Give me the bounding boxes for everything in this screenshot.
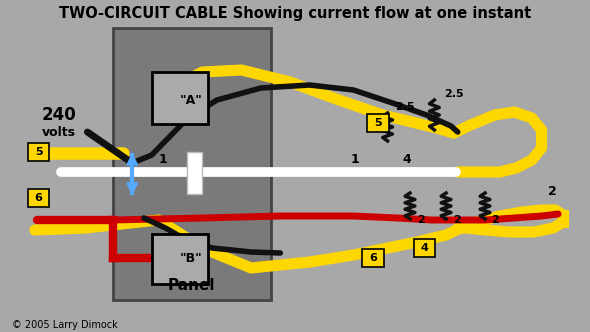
Bar <box>187 152 202 194</box>
Text: 2.5: 2.5 <box>444 89 464 99</box>
Bar <box>367 114 389 132</box>
Bar <box>28 143 50 161</box>
Text: 6: 6 <box>35 193 42 203</box>
Bar <box>28 189 50 207</box>
Text: TWO-CIRCUIT CABLE Showing current flow at one instant: TWO-CIRCUIT CABLE Showing current flow a… <box>59 6 531 21</box>
Text: 1: 1 <box>159 153 168 166</box>
Text: "A": "A" <box>179 94 202 107</box>
Text: 5: 5 <box>35 147 42 157</box>
Text: 2: 2 <box>417 215 425 225</box>
Text: 1: 1 <box>350 153 359 166</box>
Text: 6: 6 <box>369 253 377 263</box>
Bar <box>362 249 384 267</box>
Text: 2: 2 <box>548 185 557 198</box>
Text: 2: 2 <box>491 215 499 225</box>
Text: 4: 4 <box>421 243 428 253</box>
Text: 2: 2 <box>453 215 461 225</box>
Bar <box>152 72 208 124</box>
Text: 2.5: 2.5 <box>395 102 415 112</box>
Bar <box>414 239 435 257</box>
Text: 240: 240 <box>42 106 76 124</box>
Bar <box>152 234 208 284</box>
Text: volts: volts <box>42 126 76 139</box>
Text: "B": "B" <box>179 252 202 265</box>
Text: 4: 4 <box>402 153 411 166</box>
Text: 5: 5 <box>374 118 382 128</box>
Bar <box>113 28 271 300</box>
Text: Panel: Panel <box>168 279 215 293</box>
Text: © 2005 Larry Dimock: © 2005 Larry Dimock <box>12 320 118 330</box>
